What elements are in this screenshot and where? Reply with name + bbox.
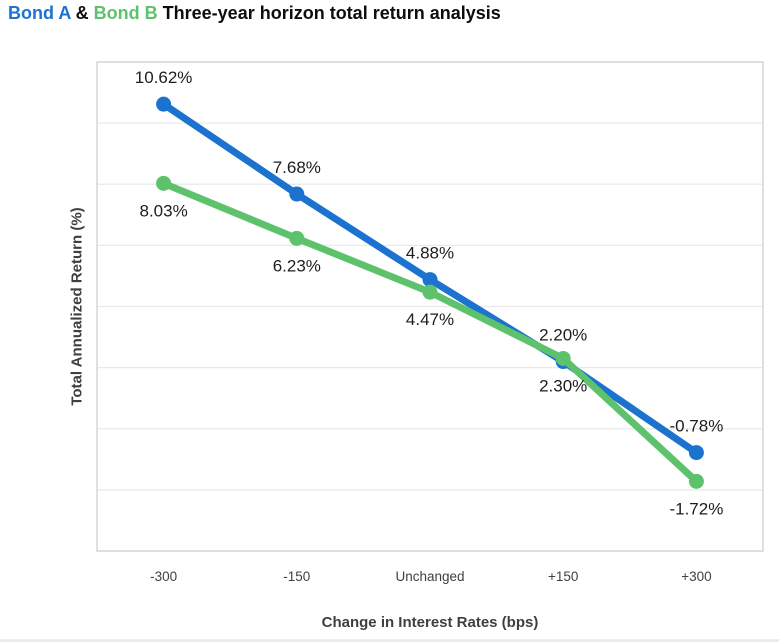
data-point-bond-b (289, 230, 305, 246)
data-label-bond-b: 6.23% (273, 256, 321, 275)
data-label-bond-b: 4.47% (406, 310, 454, 329)
x-tick-label: -150 (283, 569, 310, 584)
title-text: Three-year horizon total return analysis (157, 3, 501, 23)
title-bond-a: Bond A (8, 3, 71, 23)
chart-title: Bond A & Bond B Three-year horizon total… (8, 3, 501, 24)
title-ampersand: & (70, 3, 94, 23)
window-bottom-edge (0, 639, 779, 642)
data-point-bond-b (156, 175, 172, 191)
x-tick-label: +300 (681, 569, 711, 584)
data-label-bond-b: -1.72% (669, 499, 723, 518)
series-line-bond-b (160, 179, 700, 485)
data-point-bond-a (422, 272, 438, 288)
x-tick-label: +150 (548, 569, 578, 584)
data-label-bond-a: 7.68% (273, 158, 321, 177)
data-label-bond-a: 10.62% (135, 68, 193, 87)
x-axis-title: Change in Interest Rates (bps) (321, 614, 539, 631)
data-label-bond-b: 8.03% (139, 201, 187, 220)
plot-border (96, 61, 764, 552)
x-tick-label: -300 (150, 569, 177, 584)
data-label-bond-a: 2.20% (539, 326, 587, 345)
data-point-bond-b (688, 473, 704, 489)
y-axis-title: Total Annualized Return (%) (68, 207, 86, 406)
data-label-bond-b: 2.30% (539, 376, 587, 395)
data-label-bond-a: -0.78% (669, 417, 723, 436)
x-tick-label: Unchanged (395, 569, 464, 584)
data-point-bond-a (289, 186, 305, 202)
data-point-bond-a (688, 445, 704, 461)
data-point-bond-b (555, 350, 571, 366)
data-point-bond-b (422, 284, 438, 300)
data-label-bond-a: 4.88% (406, 244, 454, 263)
data-point-bond-a (156, 96, 172, 112)
title-bond-b: Bond B (93, 3, 158, 23)
